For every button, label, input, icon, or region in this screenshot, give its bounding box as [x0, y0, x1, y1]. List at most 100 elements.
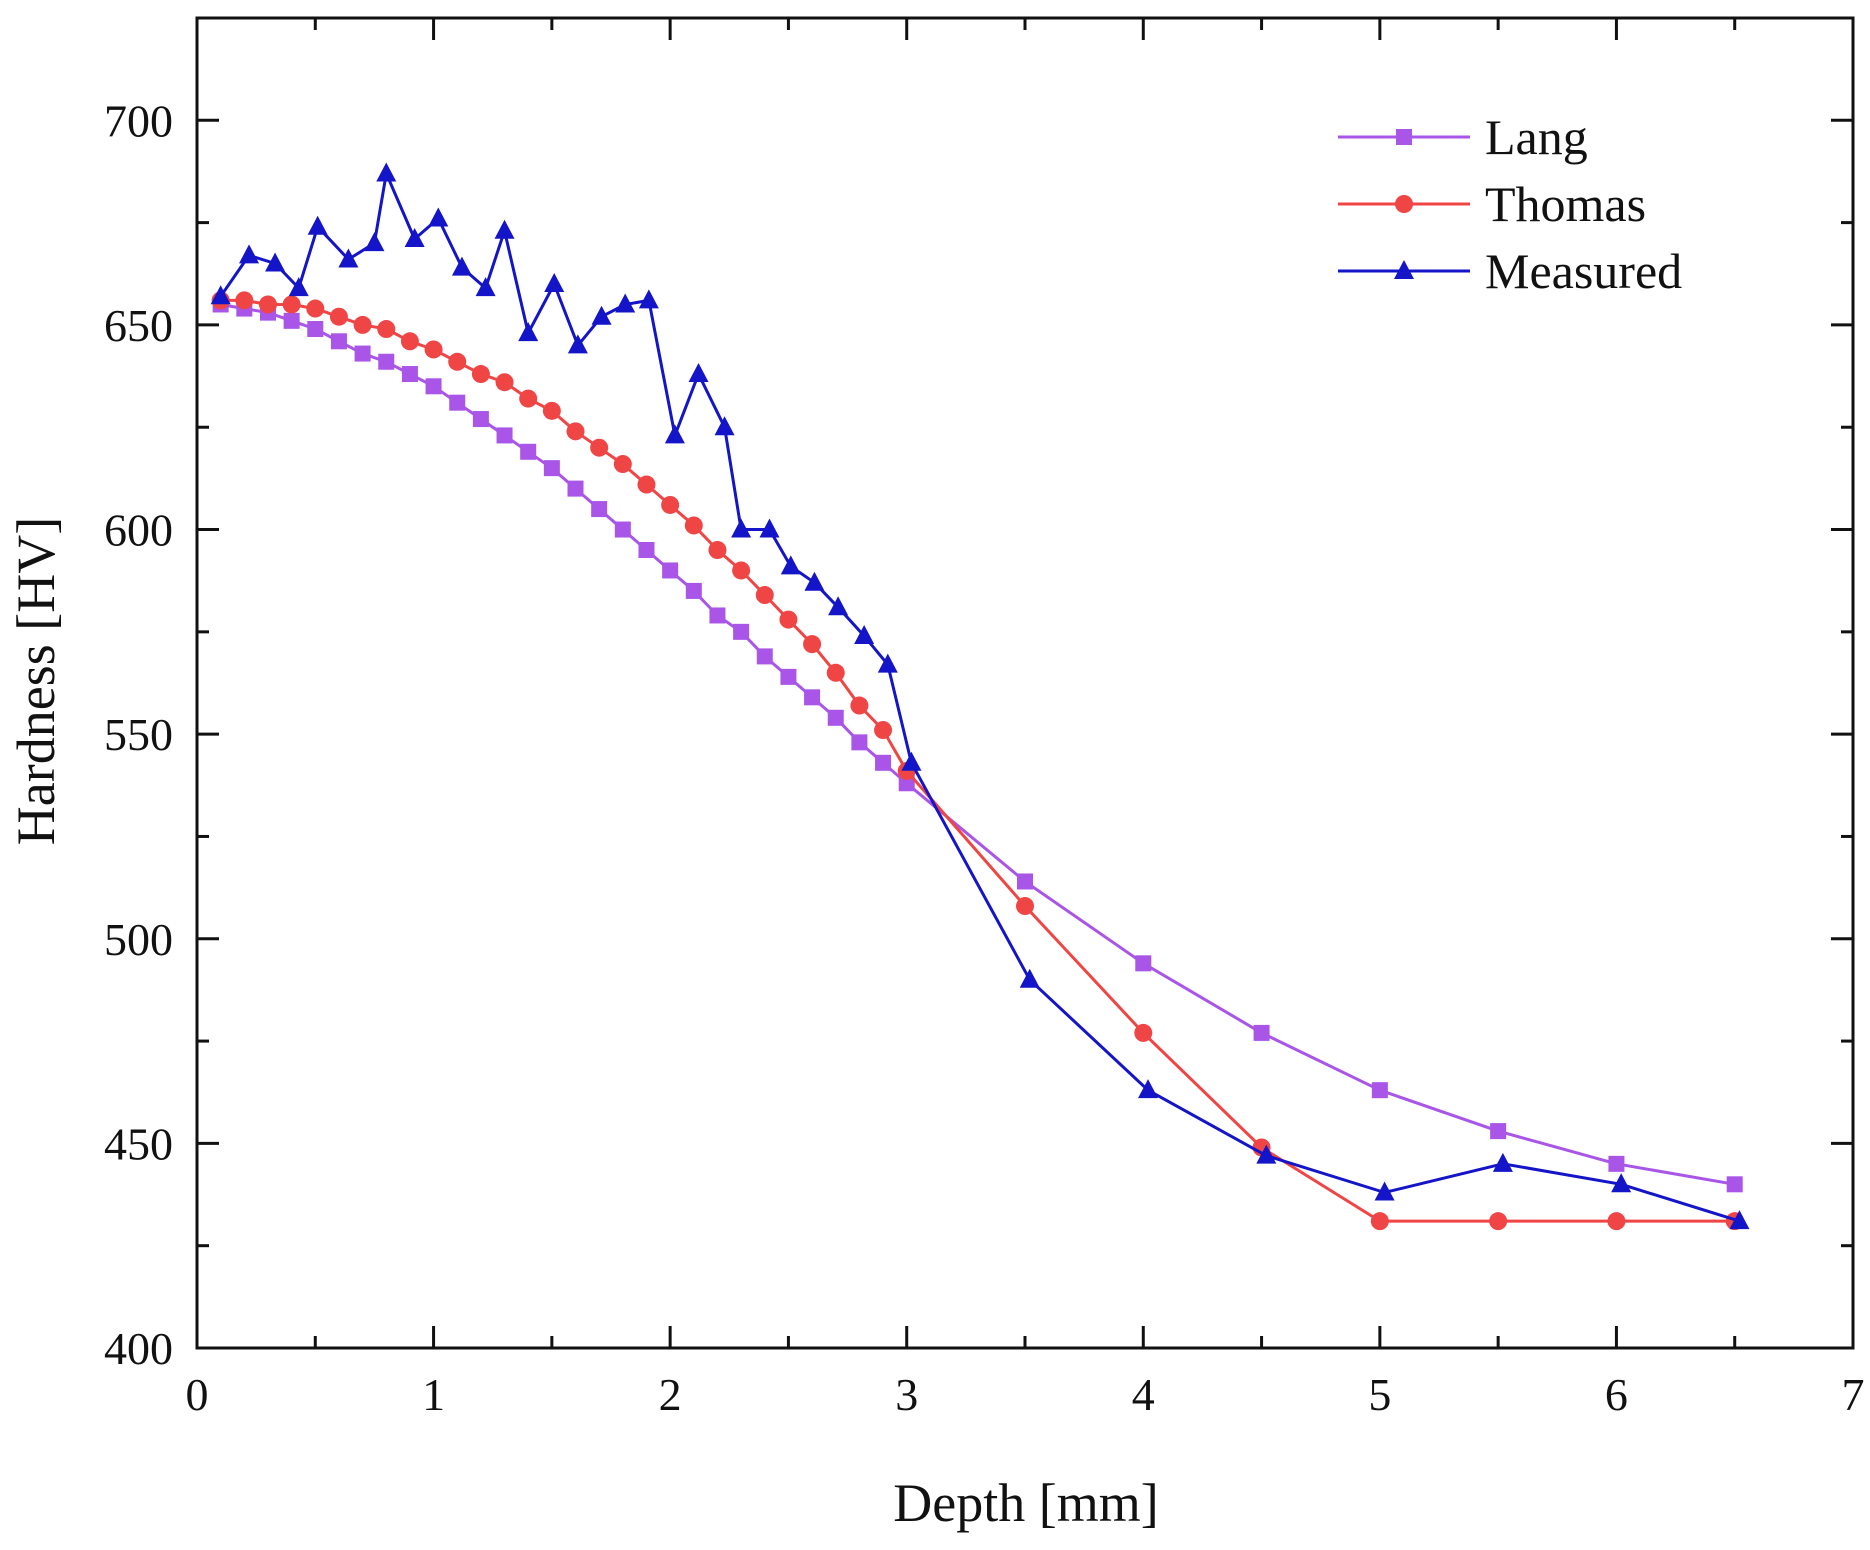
thomas-point [448, 352, 467, 371]
lang-point [1253, 1024, 1270, 1041]
measured-point [338, 248, 359, 268]
measured-point [376, 162, 397, 182]
lang-point [425, 378, 442, 395]
measured-point [265, 252, 286, 272]
series-layer [210, 162, 1750, 1231]
lang-point [804, 689, 821, 706]
y-tick-label: 450 [104, 1118, 173, 1169]
lang-point [354, 345, 371, 362]
thomas-point [1016, 897, 1034, 916]
thomas-point [590, 438, 609, 457]
thomas-point [353, 315, 372, 334]
x-tick-label: 1 [422, 1369, 445, 1420]
lang-line [220, 303, 1735, 1186]
measured-point [780, 555, 801, 575]
lang-point [472, 411, 489, 428]
lang-point [898, 775, 915, 792]
thomas-point [732, 561, 751, 580]
thomas-point [519, 389, 538, 408]
lang-point [638, 542, 655, 558]
series-measured [210, 162, 1750, 1230]
measured-point [364, 232, 385, 252]
legend-marker-thomas [1395, 195, 1413, 213]
thomas-point [874, 721, 893, 740]
thomas-point [400, 332, 419, 351]
lang-point [662, 562, 679, 579]
thomas-point [495, 373, 514, 392]
legend-item-lang: Lang [1338, 109, 1588, 165]
measured-point [475, 277, 496, 297]
legend-label-thomas: Thomas [1485, 176, 1646, 232]
measured-point [1611, 1173, 1632, 1193]
measured-point [404, 227, 425, 247]
thomas-point [708, 541, 727, 559]
legend-item-measured: Measured [1338, 243, 1682, 299]
x-tick-label: 2 [659, 1369, 682, 1420]
thomas-point [826, 663, 845, 682]
thomas-point [282, 295, 301, 314]
thomas-point [377, 320, 396, 339]
thomas-point [329, 307, 348, 326]
thomas-point [684, 516, 703, 535]
measured-point [828, 596, 849, 616]
legend-label-lang: Lang [1485, 109, 1588, 165]
lang-point [685, 582, 702, 599]
measured-point [854, 624, 875, 644]
measured-point [307, 215, 328, 235]
lang-point [520, 443, 537, 460]
thomas-point [1370, 1212, 1389, 1231]
thomas-point [803, 635, 822, 654]
lang-point [401, 366, 418, 383]
measured-point [638, 289, 659, 309]
measured-point [1138, 1079, 1159, 1099]
lang-point [1490, 1123, 1507, 1140]
x-tick-label: 6 [1605, 1369, 1628, 1420]
measured-point [210, 285, 231, 305]
thomas-point [471, 365, 490, 384]
series-lang [212, 296, 1743, 1193]
x-tick-label: 5 [1368, 1369, 1391, 1420]
thomas-point [424, 340, 443, 359]
series-thomas [211, 291, 1744, 1231]
lang-point [591, 501, 608, 518]
measured-point [615, 293, 636, 313]
lang-point [307, 321, 324, 338]
measured-point [901, 751, 922, 771]
legend-label-measured: Measured [1485, 243, 1682, 299]
measured-point [1492, 1152, 1513, 1172]
y-axis-title: Hardness [HV] [6, 517, 66, 845]
lang-point [709, 607, 726, 624]
thomas-point [637, 475, 656, 494]
x-tick-label: 3 [895, 1369, 918, 1420]
measured-point [804, 571, 825, 591]
lang-point [756, 648, 773, 665]
tick-marks-layer: 0 1 2 3 4 5 6 7 400 450 500 550 600 650 700 [104, 18, 1865, 1420]
lang-point [496, 427, 513, 444]
thomas-point [1607, 1212, 1626, 1231]
lang-point [283, 312, 300, 329]
lang-point [875, 754, 892, 771]
thomas-point [779, 610, 798, 629]
thomas-point [755, 586, 774, 605]
measured-point [664, 424, 685, 444]
lang-point [1017, 873, 1033, 890]
lang-point [1371, 1082, 1388, 1099]
thomas-point [850, 696, 869, 715]
measured-point [688, 363, 709, 383]
thomas-point [258, 295, 277, 314]
lang-point [780, 668, 797, 685]
measured-point [1374, 1181, 1395, 1201]
measured-point [759, 518, 780, 538]
y-tick-label: 400 [104, 1323, 173, 1374]
lang-point [827, 709, 844, 726]
measured-point [731, 518, 752, 538]
measured-point [1729, 1210, 1750, 1230]
measured-point [1019, 968, 1040, 988]
y-tick-label: 700 [104, 95, 173, 146]
measured-point [544, 273, 565, 292]
measured-point [451, 256, 472, 276]
x-axis-title: Depth [mm] [893, 1473, 1158, 1533]
y-tick-label: 550 [104, 709, 173, 760]
thomas-point [566, 422, 585, 441]
